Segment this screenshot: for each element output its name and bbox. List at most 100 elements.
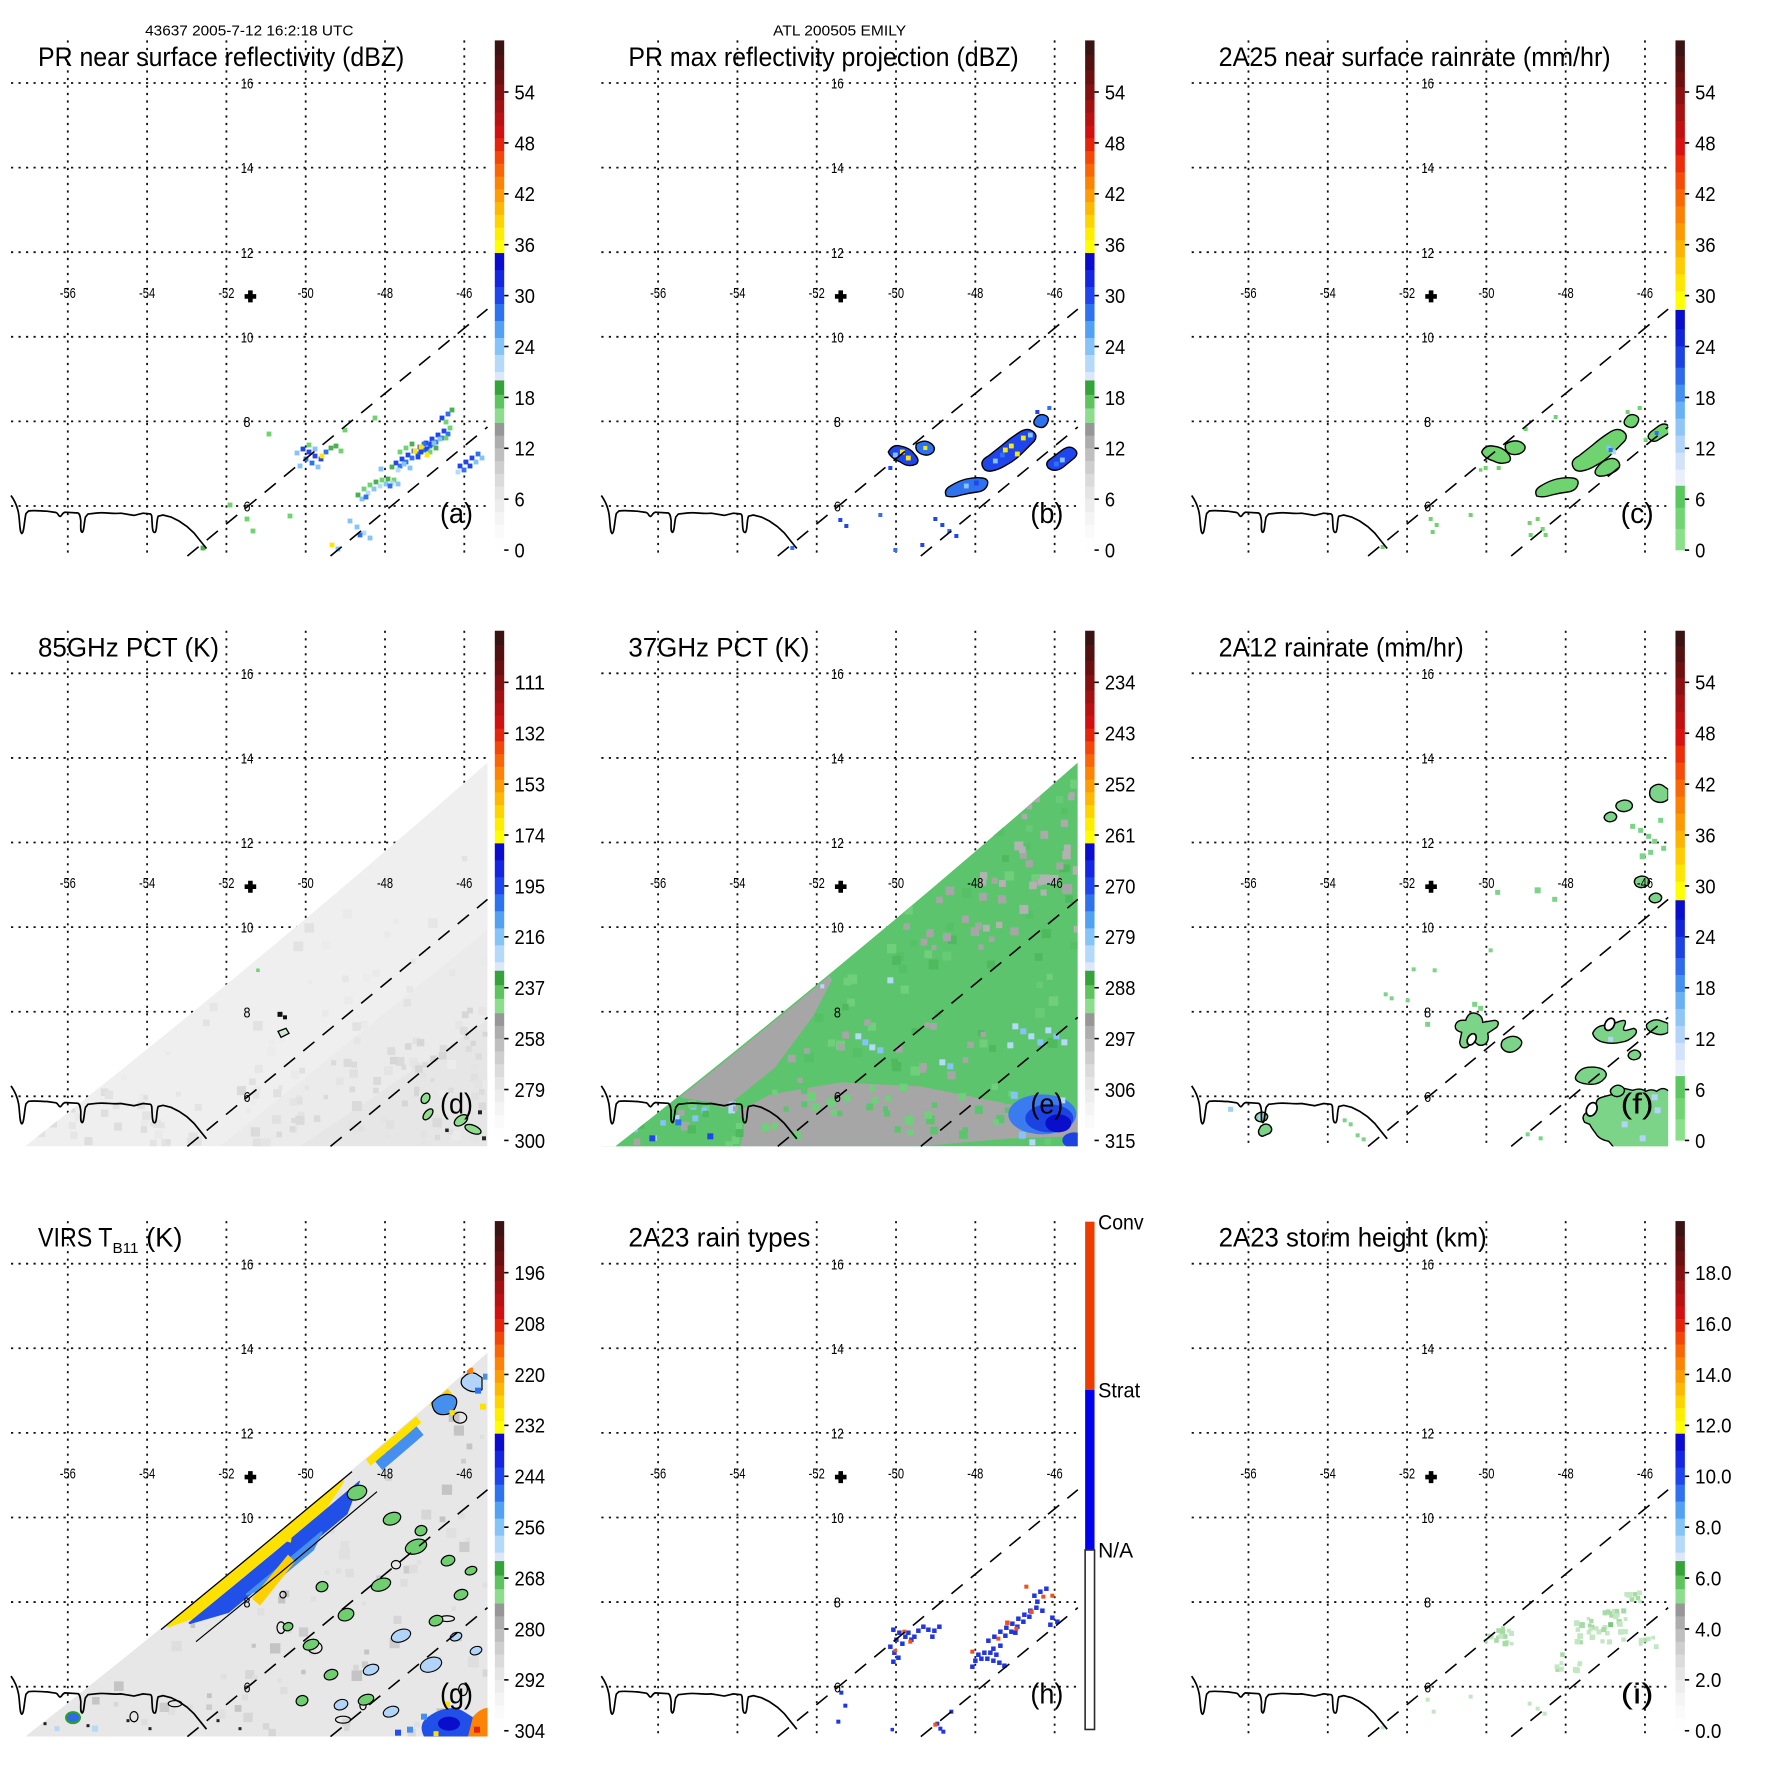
svg-text:220: 220	[515, 1364, 546, 1387]
svg-text:6: 6	[834, 1679, 841, 1696]
svg-text:-48: -48	[967, 285, 983, 302]
svg-text:14: 14	[241, 751, 254, 768]
svg-text:12: 12	[1421, 835, 1434, 852]
svg-text:8: 8	[834, 1595, 841, 1612]
svg-text:(g): (g)	[440, 1679, 473, 1711]
svg-text:16: 16	[831, 1256, 844, 1273]
svg-text:10: 10	[1421, 920, 1434, 937]
svg-text:-56: -56	[1240, 285, 1256, 302]
svg-text:16: 16	[831, 76, 844, 93]
svg-text:2A23 rain types: 2A23 rain types	[628, 1223, 810, 1253]
svg-text:12: 12	[1421, 245, 1434, 262]
svg-text:14: 14	[831, 1341, 844, 1358]
svg-text:54: 54	[515, 81, 535, 104]
svg-text:-48: -48	[377, 875, 393, 892]
svg-text:-48: -48	[1558, 285, 1574, 302]
svg-text:8: 8	[244, 414, 251, 431]
svg-text:6: 6	[1424, 1089, 1431, 1106]
svg-text:12: 12	[241, 245, 254, 262]
svg-text:-54: -54	[139, 285, 155, 302]
svg-text:48: 48	[1695, 132, 1715, 155]
svg-text:-50: -50	[888, 875, 904, 892]
svg-text:-52: -52	[809, 875, 825, 892]
svg-text:42: 42	[1695, 774, 1715, 797]
svg-text:54: 54	[1695, 672, 1715, 695]
svg-text:24: 24	[1695, 926, 1715, 949]
svg-text:(h): (h)	[1030, 1679, 1063, 1711]
svg-text:14: 14	[1421, 1341, 1434, 1358]
svg-text:16: 16	[1421, 666, 1434, 683]
svg-text:-52: -52	[809, 285, 825, 302]
svg-text:0: 0	[1695, 539, 1705, 562]
svg-text:279: 279	[1105, 926, 1136, 949]
svg-text:-52: -52	[1399, 285, 1415, 302]
svg-text:8: 8	[1424, 1595, 1431, 1612]
svg-text:196: 196	[515, 1262, 546, 1285]
svg-text:-54: -54	[139, 875, 155, 892]
svg-text:12: 12	[1105, 438, 1125, 461]
svg-text:30: 30	[1695, 875, 1715, 898]
svg-text:10: 10	[241, 920, 254, 937]
svg-text:N/A: N/A	[1098, 1539, 1134, 1563]
svg-text:0: 0	[1105, 539, 1115, 562]
svg-text:-56: -56	[650, 285, 666, 302]
svg-text:18: 18	[1105, 387, 1125, 410]
svg-text:10: 10	[831, 1510, 844, 1527]
svg-text:-56: -56	[60, 875, 76, 892]
svg-text:216: 216	[515, 926, 546, 949]
svg-text:8: 8	[1424, 414, 1431, 431]
svg-text:-54: -54	[729, 1465, 745, 1482]
svg-text:-50: -50	[298, 1465, 314, 1482]
svg-text:2A12 rainrate (mm/hr): 2A12 rainrate (mm/hr)	[1219, 632, 1464, 662]
svg-text:300: 300	[515, 1130, 546, 1153]
svg-text:8: 8	[1424, 1004, 1431, 1021]
svg-text:12: 12	[515, 438, 535, 461]
svg-text:14: 14	[1421, 751, 1434, 768]
svg-text:42: 42	[1695, 183, 1715, 206]
svg-text:16: 16	[241, 76, 254, 93]
svg-text:12: 12	[831, 1425, 844, 1442]
svg-text:ATL 200505 EMILY: ATL 200505 EMILY	[773, 23, 906, 40]
svg-text:6: 6	[244, 499, 251, 516]
svg-text:PR max reflectivity projection: PR max reflectivity projection (dBZ)	[628, 42, 1018, 72]
svg-text:16: 16	[241, 1256, 254, 1273]
svg-text:315: 315	[1105, 1130, 1136, 1153]
svg-text:256: 256	[515, 1517, 546, 1540]
svg-text:-54: -54	[139, 1465, 155, 1482]
svg-text:12: 12	[1695, 438, 1715, 461]
svg-text:270: 270	[1105, 875, 1136, 898]
svg-text:-46: -46	[1047, 875, 1063, 892]
svg-text:(b): (b)	[1030, 498, 1063, 530]
svg-text:153: 153	[515, 774, 546, 797]
svg-text:8: 8	[244, 1004, 251, 1021]
svg-text:14: 14	[241, 1341, 254, 1358]
svg-text:6: 6	[1695, 1079, 1705, 1102]
svg-text:111: 111	[515, 672, 546, 695]
svg-text:30: 30	[1105, 285, 1125, 308]
svg-text:280: 280	[515, 1618, 546, 1641]
svg-text:10.0: 10.0	[1695, 1466, 1731, 1489]
svg-text:4.0: 4.0	[1695, 1618, 1721, 1641]
svg-text:6: 6	[834, 1089, 841, 1106]
svg-text:18: 18	[1695, 387, 1715, 410]
svg-text:292: 292	[515, 1669, 546, 1692]
svg-text:36: 36	[1695, 234, 1715, 257]
svg-text:6.0: 6.0	[1695, 1567, 1721, 1590]
svg-text:36: 36	[1105, 234, 1125, 257]
svg-text:14: 14	[241, 160, 254, 177]
svg-text:(c): (c)	[1621, 498, 1654, 530]
svg-text:-56: -56	[650, 1465, 666, 1482]
svg-text:258: 258	[515, 1028, 546, 1051]
svg-text:-50: -50	[888, 285, 904, 302]
svg-text:(d): (d)	[440, 1088, 473, 1120]
svg-text:-46: -46	[1637, 1465, 1653, 1482]
svg-text:2A23 storm height (km): 2A23 storm height (km)	[1219, 1223, 1487, 1253]
svg-text:16: 16	[1421, 1256, 1434, 1273]
svg-text:-46: -46	[456, 285, 472, 302]
svg-text:12: 12	[831, 245, 844, 262]
svg-text:195: 195	[515, 875, 546, 898]
svg-text:-48: -48	[967, 1465, 983, 1482]
svg-text:Strat: Strat	[1098, 1379, 1140, 1403]
svg-text:-50: -50	[1478, 1465, 1494, 1482]
svg-text:268: 268	[515, 1567, 546, 1590]
